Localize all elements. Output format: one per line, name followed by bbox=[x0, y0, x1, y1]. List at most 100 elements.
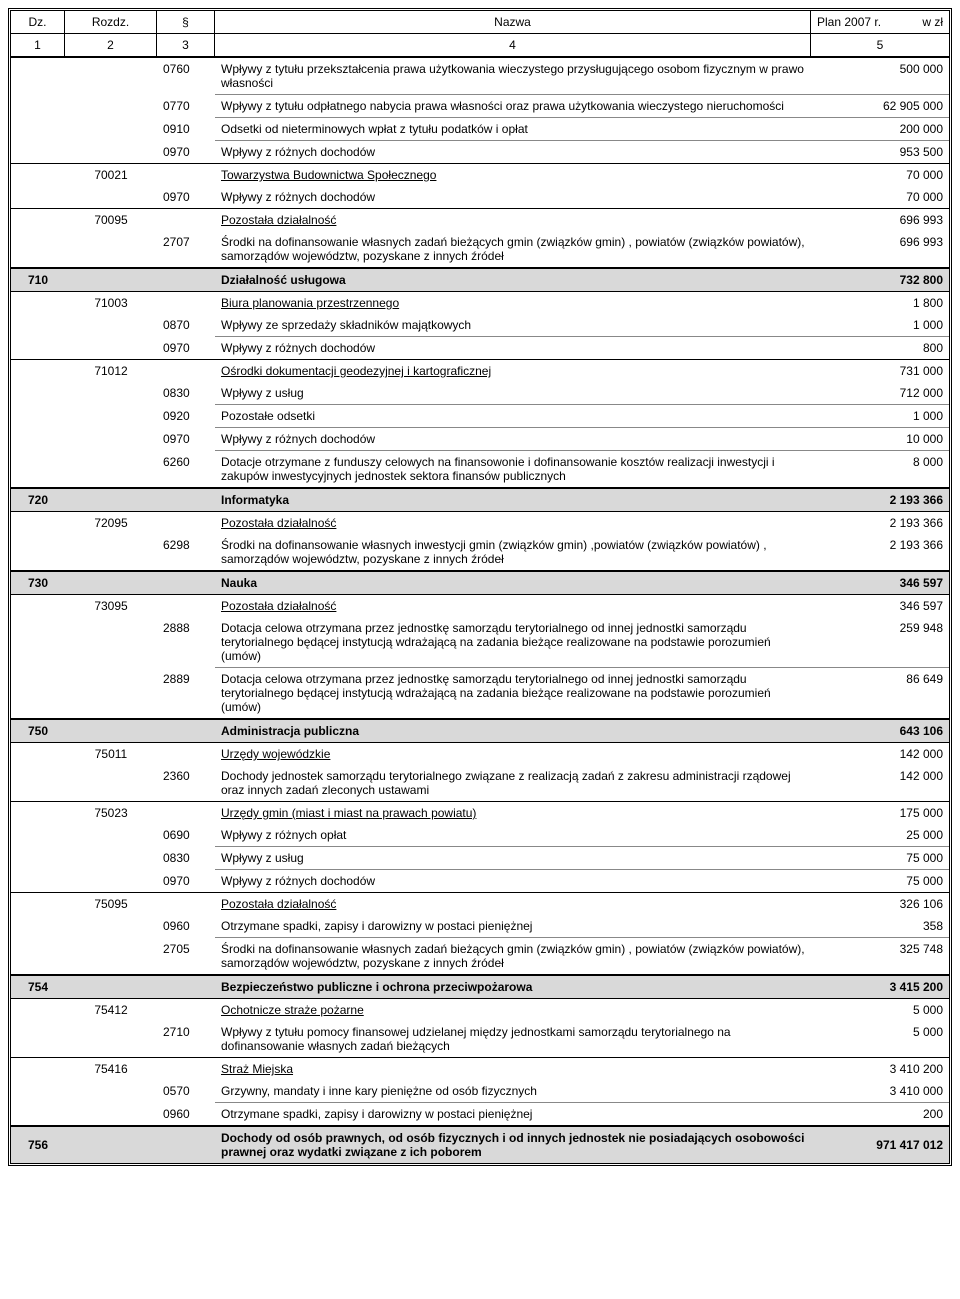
sub-par bbox=[157, 1058, 215, 1080]
detail-rozdz bbox=[65, 95, 157, 117]
detail-plan: 10 000 bbox=[811, 428, 949, 450]
detail-dz bbox=[11, 824, 65, 846]
sub-plan: 1 800 bbox=[811, 292, 949, 314]
detail-par: 0970 bbox=[157, 141, 215, 163]
detail-dz bbox=[11, 765, 65, 801]
hdr-plan-wrap: Plan 2007 r. w zł bbox=[811, 11, 949, 33]
detail-rozdz bbox=[65, 405, 157, 427]
sub-plan: 5 000 bbox=[811, 999, 949, 1021]
detail-row: 2707Środki na dofinansowanie własnych za… bbox=[11, 231, 949, 267]
detail-plan: 142 000 bbox=[811, 765, 949, 801]
section-par bbox=[157, 572, 215, 594]
detail-dz bbox=[11, 1103, 65, 1125]
sub-rozdz: 72095 bbox=[65, 512, 157, 534]
detail-dz bbox=[11, 405, 65, 427]
detail-dz bbox=[11, 95, 65, 117]
section-rozdz bbox=[65, 489, 157, 511]
detail-dz bbox=[11, 337, 65, 359]
section-row: 710Działalność usługowa732 800 bbox=[11, 267, 949, 292]
detail-dz bbox=[11, 186, 65, 208]
section-dz: 750 bbox=[11, 720, 65, 742]
detail-par: 0690 bbox=[157, 824, 215, 846]
sub-nazwa: Urzędy gmin (miast i miast na prawach po… bbox=[215, 802, 811, 824]
detail-dz bbox=[11, 382, 65, 404]
sub-plan: 731 000 bbox=[811, 360, 949, 382]
sub-rozdz: 71003 bbox=[65, 292, 157, 314]
detail-nazwa: Wpływy z różnych dochodów bbox=[215, 141, 811, 163]
detail-rozdz bbox=[65, 765, 157, 801]
detail-rozdz bbox=[65, 617, 157, 667]
detail-dz bbox=[11, 451, 65, 487]
sub-dz bbox=[11, 999, 65, 1021]
sub-par bbox=[157, 512, 215, 534]
detail-dz bbox=[11, 58, 65, 94]
detail-plan: 86 649 bbox=[811, 668, 949, 718]
sub-nazwa: Pozostała działalność bbox=[215, 893, 811, 915]
subsection-row: 71012Ośrodki dokumentacji geodezyjnej i … bbox=[11, 359, 949, 382]
hdr-nazwa: Nazwa bbox=[215, 11, 811, 33]
section-rozdz bbox=[65, 720, 157, 742]
detail-row: 6260Dotacje otrzymane z funduszy celowyc… bbox=[11, 451, 949, 487]
detail-dz bbox=[11, 915, 65, 937]
section-plan: 971 417 012 bbox=[811, 1127, 949, 1163]
sub-rozdz: 75416 bbox=[65, 1058, 157, 1080]
section-par bbox=[157, 720, 215, 742]
section-nazwa: Dochody od osób prawnych, od osób fizycz… bbox=[215, 1127, 811, 1163]
detail-row: 0960Otrzymane spadki, zapisy i darowizny… bbox=[11, 1103, 949, 1125]
detail-nazwa: Wpływy z tytułu przekształcenia prawa uż… bbox=[215, 58, 811, 94]
section-dz: 730 bbox=[11, 572, 65, 594]
detail-row: 0570Grzywny, mandaty i inne kary pienięż… bbox=[11, 1080, 949, 1102]
detail-dz bbox=[11, 1021, 65, 1057]
detail-par: 0830 bbox=[157, 847, 215, 869]
detail-dz bbox=[11, 617, 65, 667]
detail-rozdz bbox=[65, 337, 157, 359]
detail-plan: 325 748 bbox=[811, 938, 949, 974]
detail-par: 0570 bbox=[157, 1080, 215, 1102]
table-header: Dz. Rozdz. § Nazwa Plan 2007 r. w zł bbox=[11, 11, 949, 34]
detail-rozdz bbox=[65, 141, 157, 163]
detail-nazwa: Wpływy z różnych dochodów bbox=[215, 186, 811, 208]
rows-container: 0760Wpływy z tytułu przekształcenia praw… bbox=[11, 58, 949, 1163]
sub-nazwa: Pozostała działalność bbox=[215, 209, 811, 231]
detail-row: 0830Wpływy z usług712 000 bbox=[11, 382, 949, 404]
section-plan: 643 106 bbox=[811, 720, 949, 742]
section-plan: 346 597 bbox=[811, 572, 949, 594]
subsection-row: 75023Urzędy gmin (miast i miast na prawa… bbox=[11, 801, 949, 824]
detail-nazwa: Grzywny, mandaty i inne kary pieniężne o… bbox=[215, 1080, 811, 1102]
detail-par: 0760 bbox=[157, 58, 215, 94]
detail-rozdz bbox=[65, 382, 157, 404]
hdr-n4: 4 bbox=[215, 34, 811, 56]
detail-nazwa: Wpływy z usług bbox=[215, 382, 811, 404]
detail-par: 0770 bbox=[157, 95, 215, 117]
detail-plan: 2 193 366 bbox=[811, 534, 949, 570]
detail-par: 0830 bbox=[157, 382, 215, 404]
sub-nazwa: Straż Miejska bbox=[215, 1058, 811, 1080]
sub-rozdz: 71012 bbox=[65, 360, 157, 382]
detail-plan: 70 000 bbox=[811, 186, 949, 208]
detail-nazwa: Otrzymane spadki, zapisy i darowizny w p… bbox=[215, 915, 811, 937]
detail-row: 0970Wpływy z różnych dochodów953 500 bbox=[11, 141, 949, 163]
hdr-rozdz: Rozdz. bbox=[65, 11, 157, 33]
detail-nazwa: Środki na dofinansowanie własnych zadań … bbox=[215, 231, 811, 267]
sub-dz bbox=[11, 164, 65, 186]
detail-par: 2705 bbox=[157, 938, 215, 974]
detail-par: 0960 bbox=[157, 1103, 215, 1125]
section-dz: 720 bbox=[11, 489, 65, 511]
detail-par: 0970 bbox=[157, 337, 215, 359]
section-nazwa: Administracja publiczna bbox=[215, 720, 811, 742]
sub-plan: 175 000 bbox=[811, 802, 949, 824]
detail-row: 0960Otrzymane spadki, zapisy i darowizny… bbox=[11, 915, 949, 937]
detail-par: 0960 bbox=[157, 915, 215, 937]
detail-par: 2888 bbox=[157, 617, 215, 667]
detail-nazwa: Wpływy z różnych dochodów bbox=[215, 428, 811, 450]
detail-plan: 25 000 bbox=[811, 824, 949, 846]
detail-plan: 3 410 000 bbox=[811, 1080, 949, 1102]
sub-par bbox=[157, 209, 215, 231]
detail-dz bbox=[11, 870, 65, 892]
sub-par bbox=[157, 802, 215, 824]
sub-par bbox=[157, 893, 215, 915]
detail-dz bbox=[11, 428, 65, 450]
section-row: 750 Administracja publiczna643 106 bbox=[11, 718, 949, 743]
section-rozdz bbox=[65, 269, 157, 291]
detail-dz bbox=[11, 668, 65, 718]
